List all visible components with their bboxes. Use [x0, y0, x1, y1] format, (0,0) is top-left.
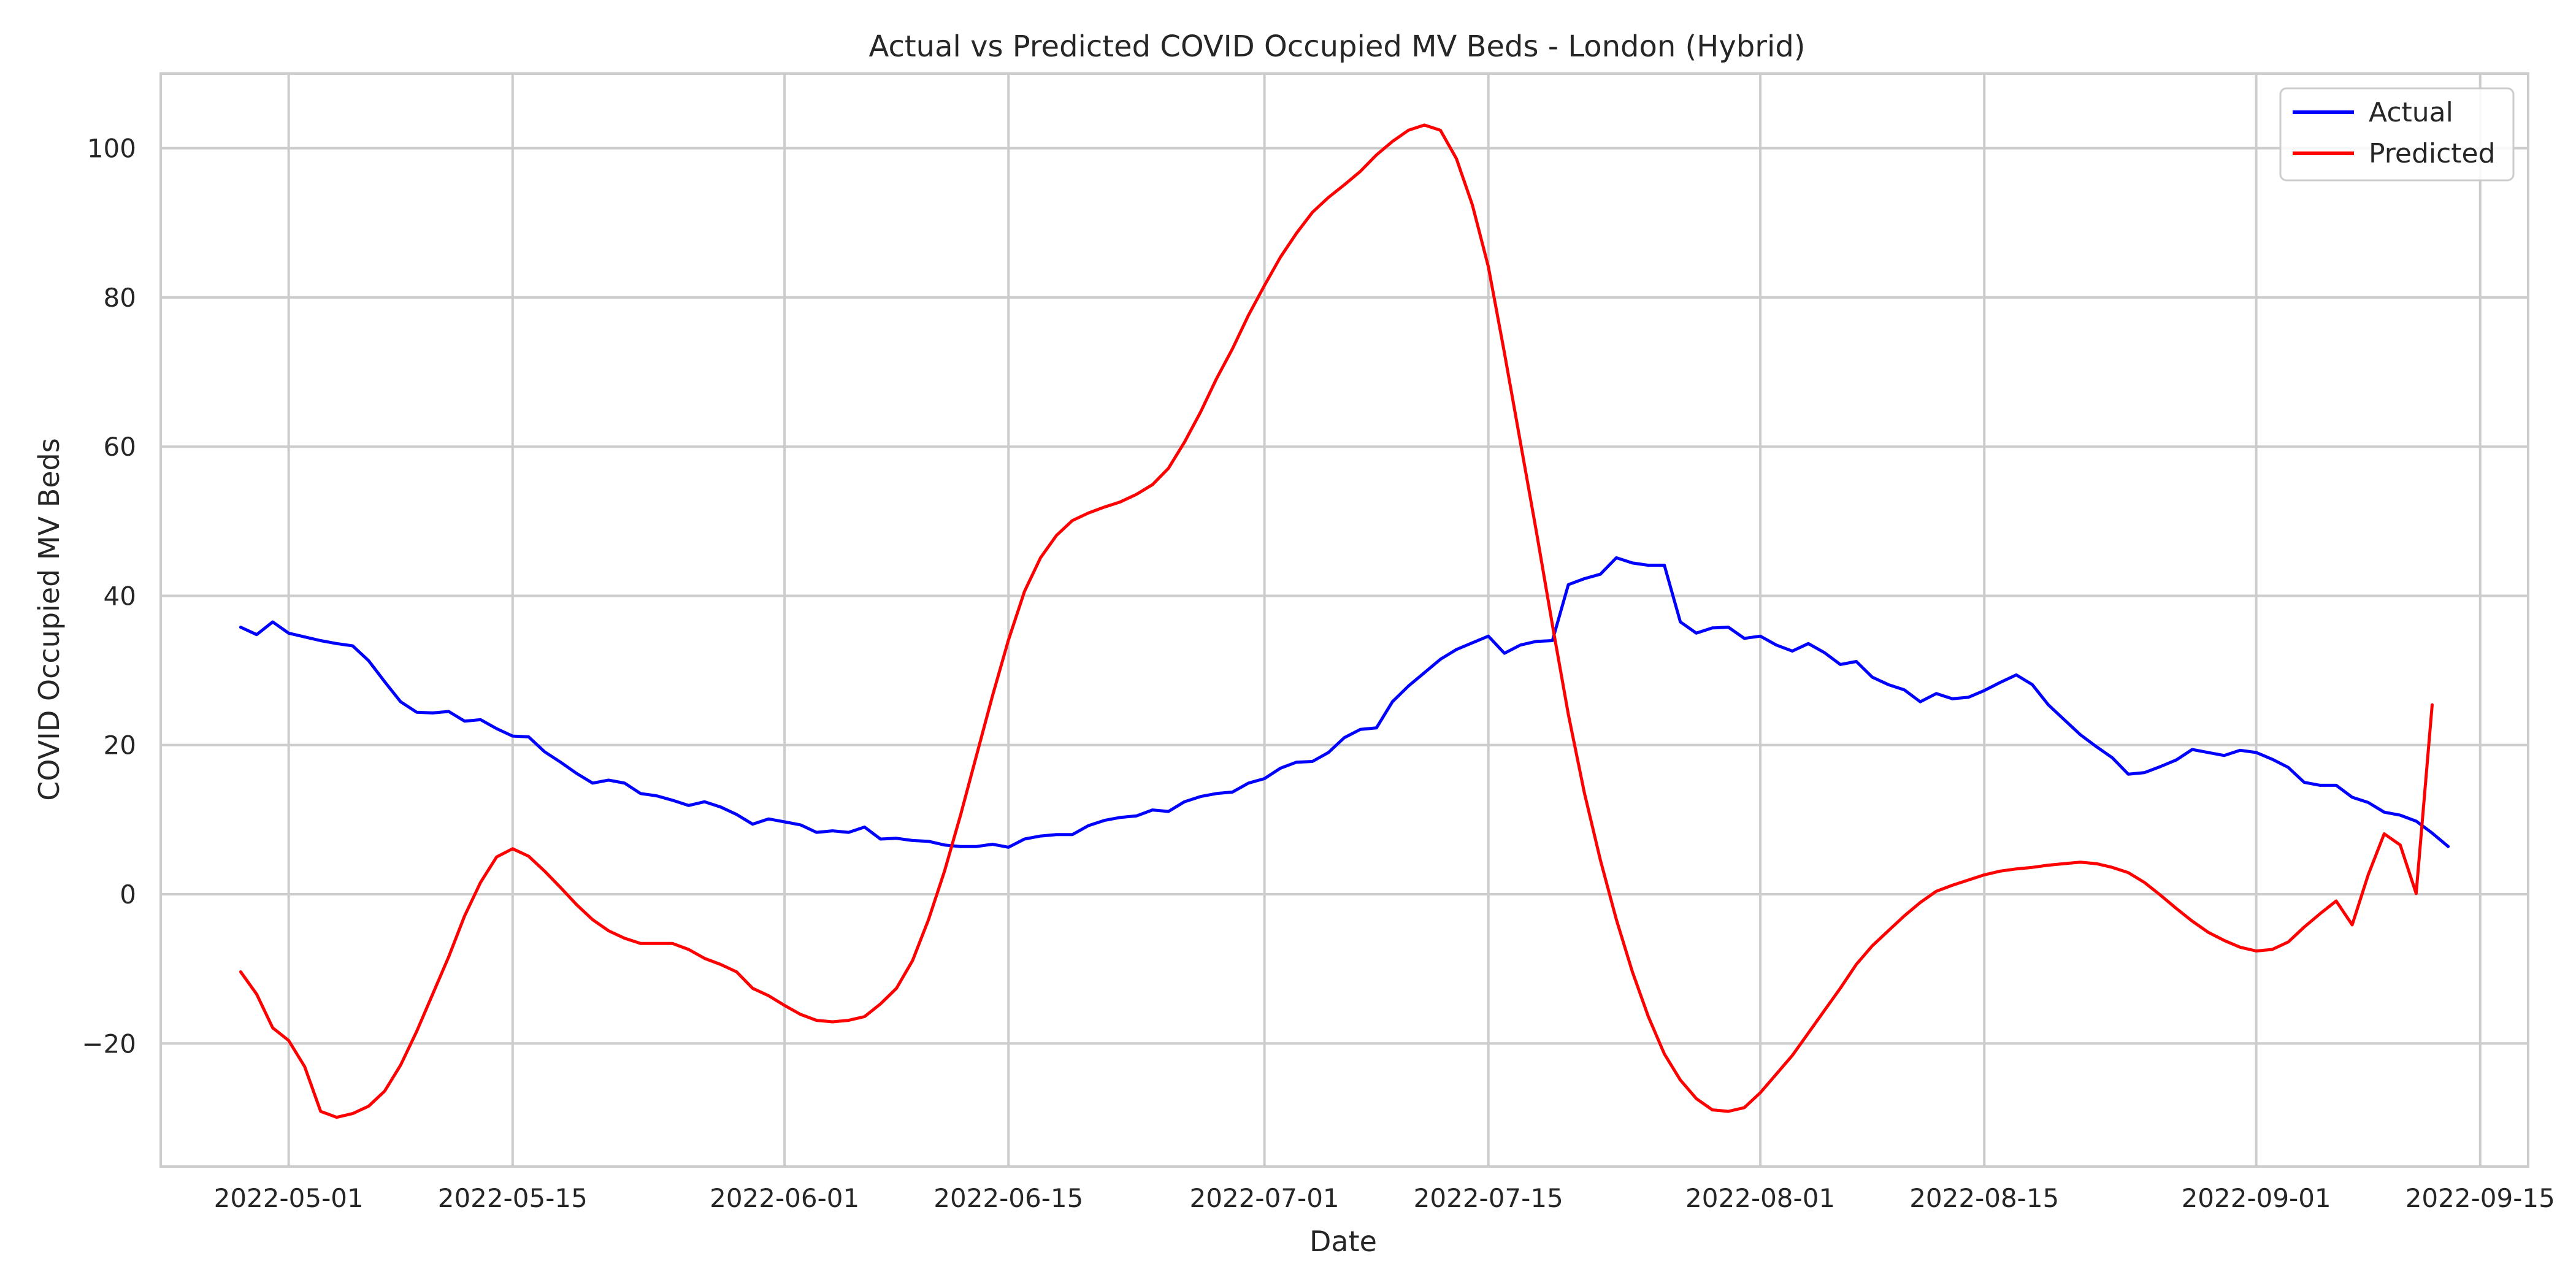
y-tick-label: 20 [104, 730, 136, 761]
y-axis-title: COVID Occupied MV Beds [33, 438, 66, 800]
x-axis-title: Date [1309, 1225, 1377, 1258]
y-tick-label: 100 [87, 134, 136, 164]
y-tick-label: 0 [120, 880, 136, 910]
grid [161, 74, 2528, 1167]
legend-label-predicted: Predicted [2369, 138, 2496, 169]
x-tick-label: 2022-08-15 [1909, 1183, 2059, 1213]
tick-labels: 2022-05-01 2022-05-15 2022-06-01 2022-06-15… [82, 134, 2555, 1213]
series-line-actual [239, 556, 2450, 849]
series-layer [239, 123, 2450, 1119]
x-tick-label: 2022-05-01 [214, 1183, 364, 1213]
x-tick-label: 2022-09-15 [2405, 1183, 2555, 1213]
x-tick-label: 2022-05-15 [438, 1183, 588, 1213]
x-tick-label: 2022-06-01 [710, 1183, 859, 1213]
y-tick-label: 40 [104, 581, 136, 611]
y-tick-label: 60 [104, 432, 136, 462]
legend: Actual Predicted [2279, 87, 2515, 182]
chart-title: Actual vs Predicted COVID Occupied MV Be… [868, 29, 1805, 64]
y-tick-label: −20 [82, 1029, 136, 1059]
plot-area [159, 72, 2529, 1168]
x-tick-label: 2022-06-15 [933, 1183, 1083, 1213]
x-tick-label: 2022-09-01 [2182, 1183, 2331, 1213]
x-tick-label: 2022-08-01 [1685, 1183, 1835, 1213]
x-tick-label: 2022-07-15 [1414, 1183, 1563, 1213]
legend-label-actual: Actual [2369, 97, 2453, 128]
y-tick-label: 80 [104, 283, 136, 313]
series-line-predicted [239, 123, 2434, 1119]
x-tick-label: 2022-07-01 [1190, 1183, 1340, 1213]
